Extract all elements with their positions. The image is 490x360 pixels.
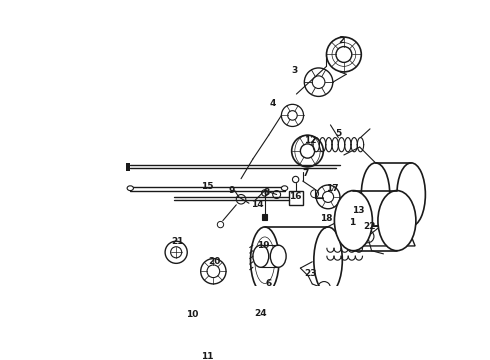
Ellipse shape [281,186,288,190]
Text: 4: 4 [270,99,276,108]
Text: 18: 18 [320,214,333,223]
Text: 3: 3 [292,66,298,75]
Text: 10: 10 [186,310,198,319]
Ellipse shape [127,186,133,190]
Ellipse shape [397,163,425,226]
Text: 21: 21 [172,238,184,247]
Ellipse shape [334,190,372,251]
Text: 20: 20 [209,257,221,266]
Text: 12: 12 [304,136,317,145]
Text: 9: 9 [228,186,235,195]
Ellipse shape [253,245,269,267]
Polygon shape [263,214,267,220]
Text: 8: 8 [263,188,270,197]
Text: 13: 13 [352,206,365,215]
Text: 2: 2 [339,36,344,45]
Ellipse shape [250,227,279,293]
Text: 17: 17 [326,184,338,193]
Text: 1: 1 [349,218,356,227]
Text: 19: 19 [257,242,270,251]
Text: 6: 6 [266,279,272,288]
Ellipse shape [270,245,286,267]
Text: 22: 22 [363,222,375,231]
Text: 14: 14 [250,200,263,209]
Text: 5: 5 [335,129,342,138]
Ellipse shape [378,190,416,251]
Text: 24: 24 [254,309,267,318]
Text: 23: 23 [304,269,317,278]
Text: 16: 16 [289,192,301,201]
Ellipse shape [361,163,390,226]
Text: 7: 7 [303,169,309,178]
Polygon shape [289,190,303,205]
Text: 11: 11 [201,352,213,360]
Text: 15: 15 [201,182,213,191]
Polygon shape [126,163,130,171]
Ellipse shape [314,227,343,293]
